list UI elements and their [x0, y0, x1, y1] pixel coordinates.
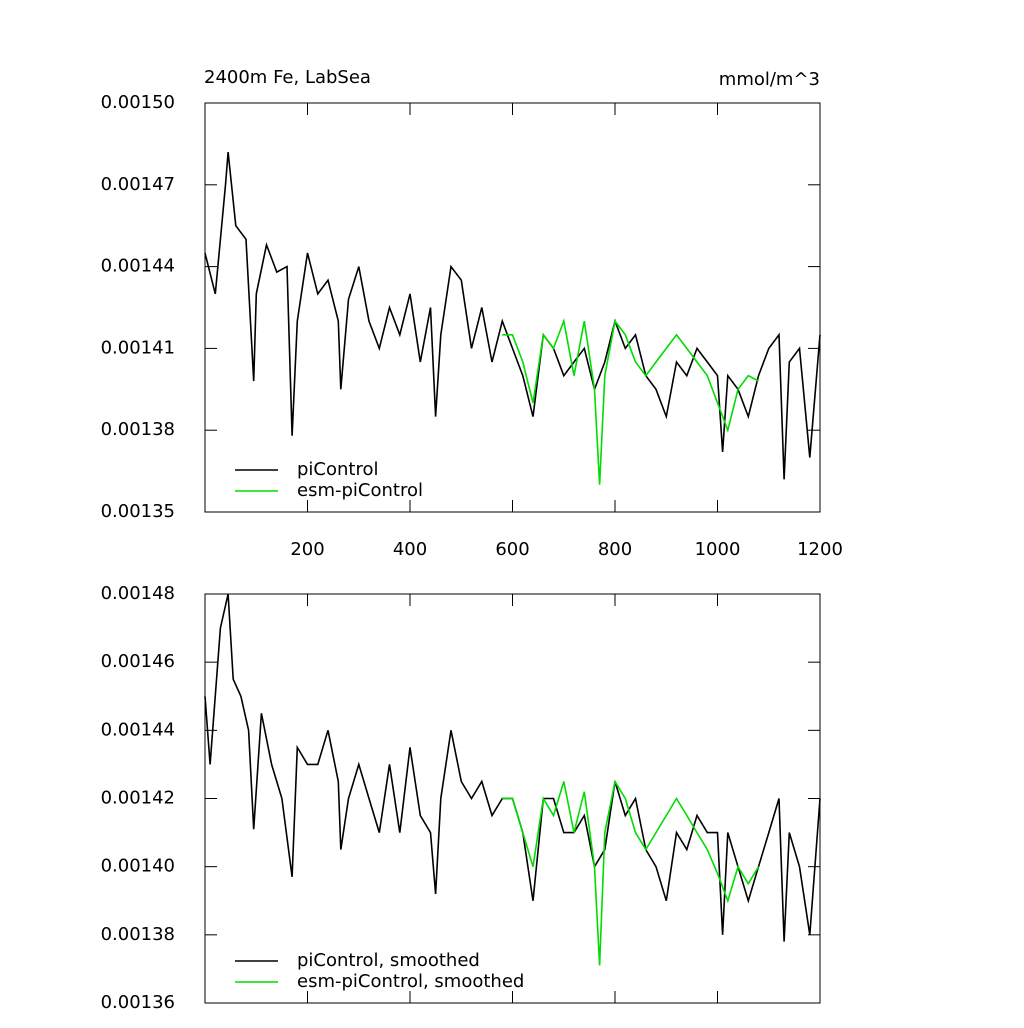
y-tick-label: 0.00146 — [101, 651, 175, 672]
chart-title: 2400m Fe, LabSea — [204, 67, 371, 88]
legend-label: esm-piControl, smoothed — [297, 971, 524, 992]
legend-label: piControl — [297, 459, 379, 480]
plot-frame — [204, 102, 821, 513]
y-tick-label: 0.00138 — [101, 419, 175, 440]
units-label: mmol/m^3 — [719, 69, 820, 90]
y-tick-label: 0.00142 — [101, 788, 175, 809]
y-tick-label: 0.00144 — [101, 256, 175, 277]
x-tick-label: 1200 — [797, 539, 843, 560]
data-line — [502, 779, 760, 966]
legend-label: piControl, smoothed — [297, 950, 480, 971]
y-tick-label: 0.00147 — [101, 174, 175, 195]
y-tick-label: 0.00140 — [101, 856, 175, 877]
legend-label: esm-piControl — [297, 480, 423, 501]
y-tick-label: 0.00144 — [101, 719, 175, 740]
x-tick-label: 400 — [393, 539, 427, 560]
x-tick-label: 200 — [290, 539, 324, 560]
y-tick-label: 0.00150 — [101, 92, 175, 113]
x-tick-label: 800 — [598, 539, 632, 560]
x-tick-label: 1000 — [695, 539, 741, 560]
y-tick-label: 0.00135 — [101, 501, 175, 522]
x-tick-label: 600 — [495, 539, 529, 560]
y-tick-label: 0.00136 — [101, 992, 175, 1013]
y-tick-label: 0.00138 — [101, 924, 175, 945]
data-line — [204, 152, 821, 480]
data-line — [204, 593, 821, 942]
y-tick-label: 0.00148 — [101, 583, 175, 604]
data-line — [502, 318, 759, 485]
y-tick-label: 0.00141 — [101, 337, 175, 358]
